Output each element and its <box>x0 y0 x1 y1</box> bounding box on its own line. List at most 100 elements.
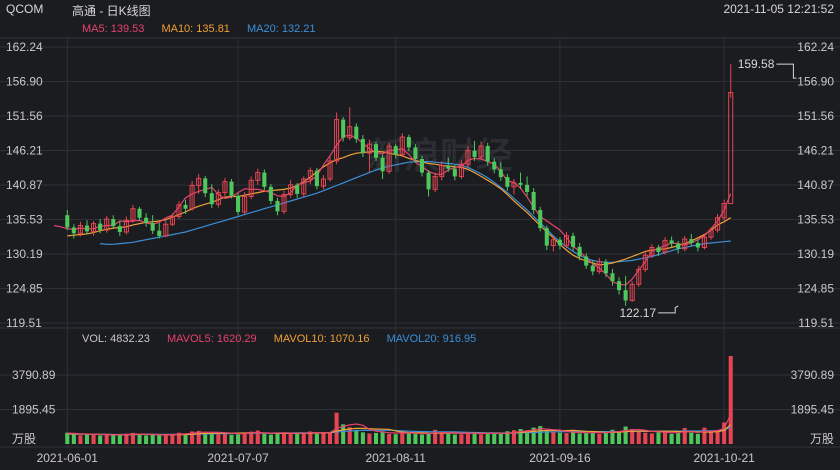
volume-bar <box>209 433 214 444</box>
volume-bar <box>426 433 431 444</box>
volume-bar <box>505 431 510 444</box>
candle-body <box>176 204 182 217</box>
vol-legend: VOL: 4832.23 MAVOL5: 1620.29 MAVOL10: 10… <box>82 333 490 345</box>
volume-bar <box>662 431 668 444</box>
price-tick-right: 146.21 <box>797 144 834 158</box>
candle-body <box>275 200 280 212</box>
candle-body <box>531 191 536 211</box>
candle-body <box>452 168 457 177</box>
volume-bar <box>603 431 608 444</box>
candle-body <box>98 223 103 231</box>
candle-body <box>544 228 549 246</box>
candle-body <box>262 172 267 187</box>
volume-bar <box>538 426 543 444</box>
volume-bar <box>282 432 287 444</box>
candle-body <box>71 227 76 234</box>
candle-body <box>236 195 241 212</box>
date-tick: 2021-06-01 <box>37 451 99 465</box>
volume-bar <box>577 433 582 444</box>
price-tick-left: 130.19 <box>6 247 43 261</box>
candle-body <box>111 219 116 227</box>
volume-bar <box>196 430 201 444</box>
high-marker-label: 159.58 <box>738 57 775 71</box>
volume-bar <box>630 429 635 444</box>
mavol5-line <box>67 414 732 436</box>
header-datetime: 2021-11-05 12:21:52 <box>723 2 834 16</box>
volume-bar <box>669 433 674 444</box>
candle-body <box>649 246 655 256</box>
date-tick: 2021-07-07 <box>207 451 269 465</box>
ma5-label: MA5: 139.53 <box>82 23 145 35</box>
candle-body <box>163 223 169 237</box>
candle-body <box>610 273 615 282</box>
volume-bar <box>130 432 136 444</box>
volume-bar <box>643 432 648 444</box>
candle-body <box>117 226 122 232</box>
volume-bar <box>597 433 602 444</box>
candle-body <box>393 146 398 155</box>
volume-bar <box>78 435 83 444</box>
volume-bar <box>249 431 254 444</box>
volume-bar <box>84 433 90 444</box>
volume-bar <box>695 433 700 444</box>
volume-bar <box>689 432 694 444</box>
volume-bar <box>564 433 569 444</box>
vol-label: VOL: 4832.23 <box>82 333 150 345</box>
volume-bar <box>373 432 379 444</box>
volume-bar <box>544 430 549 444</box>
low-marker-line <box>658 305 679 314</box>
candle-body <box>550 239 556 247</box>
candle-body <box>432 175 438 190</box>
candle-body <box>334 119 340 162</box>
volume-bar <box>104 434 109 444</box>
candle-body <box>636 268 642 285</box>
volume-bar <box>406 432 411 444</box>
volume-bar <box>492 433 497 444</box>
volume-bar <box>557 432 562 444</box>
volume-tick-right: 3790.89 <box>791 368 835 382</box>
header-symbol: QCOM <box>6 2 44 16</box>
volume-bar <box>452 434 457 444</box>
volume-bar <box>91 434 96 444</box>
volume-bar <box>525 431 530 444</box>
candle-body <box>525 184 530 192</box>
volume-bar <box>676 433 681 444</box>
candle-body <box>623 290 628 301</box>
volume-bar <box>465 433 471 444</box>
candle-body <box>642 254 648 270</box>
candle-body <box>209 193 214 205</box>
volume-tick-left: 3790.89 <box>12 368 56 382</box>
price-tick-right: 124.85 <box>797 282 834 296</box>
candle-body <box>505 177 510 187</box>
volume-bar <box>715 430 720 444</box>
candle-body <box>341 119 346 138</box>
axes: 162.24 162.24 156.90 156.90 151.56 151.56 146.… <box>6 40 834 465</box>
candle-body <box>248 179 254 197</box>
candle-body <box>157 230 162 236</box>
candle-body <box>380 157 385 172</box>
volume-tick-left: 1895.45 <box>12 403 56 417</box>
volume-bar <box>170 433 175 444</box>
candle-body <box>347 126 353 139</box>
candle-body <box>301 178 307 195</box>
volume-bar <box>124 433 129 444</box>
volume-bar <box>446 433 451 444</box>
candle-body <box>183 204 188 209</box>
candle-body <box>314 170 319 187</box>
volume-bar <box>472 432 477 444</box>
candle-body <box>701 236 707 248</box>
volume-bar <box>571 431 576 444</box>
candle-body <box>320 178 326 187</box>
volume-bar <box>163 434 168 444</box>
candle-body <box>123 219 129 233</box>
candle-body <box>137 208 142 218</box>
volume-bar <box>222 432 227 444</box>
price-tick-left: 140.87 <box>6 178 43 192</box>
date-tick: 2021-10-21 <box>693 451 755 465</box>
volume-bar <box>347 427 352 444</box>
volume-ma-lines <box>67 414 732 436</box>
volume-bar <box>268 434 273 444</box>
ma10-line <box>67 150 732 266</box>
volume-bar <box>242 433 247 444</box>
volume-bar <box>354 429 359 444</box>
